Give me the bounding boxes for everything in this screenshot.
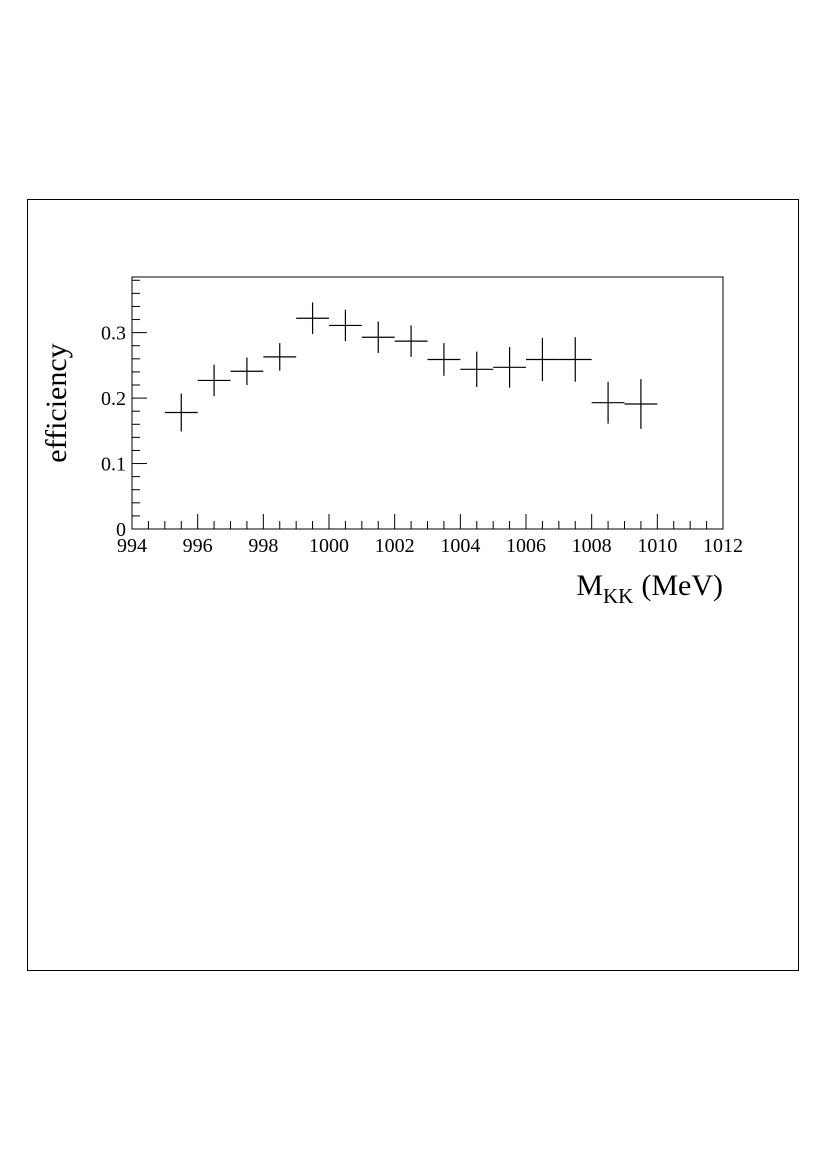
- axis-ticks: [131, 279, 724, 530]
- y-tick-label: 0: [116, 519, 126, 541]
- y-tick-label: 0.1: [101, 454, 126, 476]
- data-point: [296, 302, 329, 334]
- data-point: [624, 379, 658, 429]
- data-point: [197, 364, 231, 397]
- data-point: [460, 351, 494, 387]
- x-tick-label: 1008: [572, 535, 612, 557]
- canvas-frame: 994 996 998 1000 1002 1004 1006 1008 1010 1012 0 0.…: [27, 199, 799, 971]
- data-point: [230, 357, 264, 385]
- x-axis-subscript: KK: [603, 584, 633, 608]
- data-point: [394, 325, 428, 357]
- efficiency-chart: 994 996 998 1000 1002 1004 1006 1008 1010 1012 0 0.…: [40, 276, 743, 608]
- x-tick-label: 1010: [637, 535, 677, 557]
- data-point: [361, 321, 395, 353]
- y-axis-title: efficiency: [40, 343, 73, 462]
- data-points: [164, 302, 658, 432]
- x-tick-label: 996: [183, 535, 213, 557]
- plot-area: [131, 276, 724, 530]
- x-tick-label: 998: [248, 535, 278, 557]
- data-point: [329, 309, 362, 342]
- x-tick-label: 1006: [506, 535, 546, 557]
- data-point: [558, 337, 592, 382]
- x-tick-label: 1012: [703, 535, 743, 557]
- y-tick-label: 0.3: [101, 323, 126, 345]
- data-point: [526, 337, 559, 382]
- data-point: [591, 381, 625, 424]
- tick-labels: 994 996 998 1000 1002 1004 1006 1008 1010 1012 0 0.…: [101, 323, 743, 557]
- x-axis-title: MKK (MeV): [576, 569, 723, 608]
- y-tick-label: 0.2: [101, 388, 126, 410]
- x-axis-symbol: M: [576, 569, 603, 602]
- x-tick-label: 994: [117, 535, 147, 557]
- x-tick-label: 1002: [375, 535, 415, 557]
- x-tick-label: 1000: [309, 535, 349, 557]
- x-axis-unit: (MeV): [641, 569, 723, 602]
- data-point: [263, 343, 297, 371]
- x-tick-label: 1004: [440, 535, 480, 557]
- data-point: [427, 343, 461, 376]
- data-point: [164, 393, 198, 432]
- data-point: [493, 347, 526, 388]
